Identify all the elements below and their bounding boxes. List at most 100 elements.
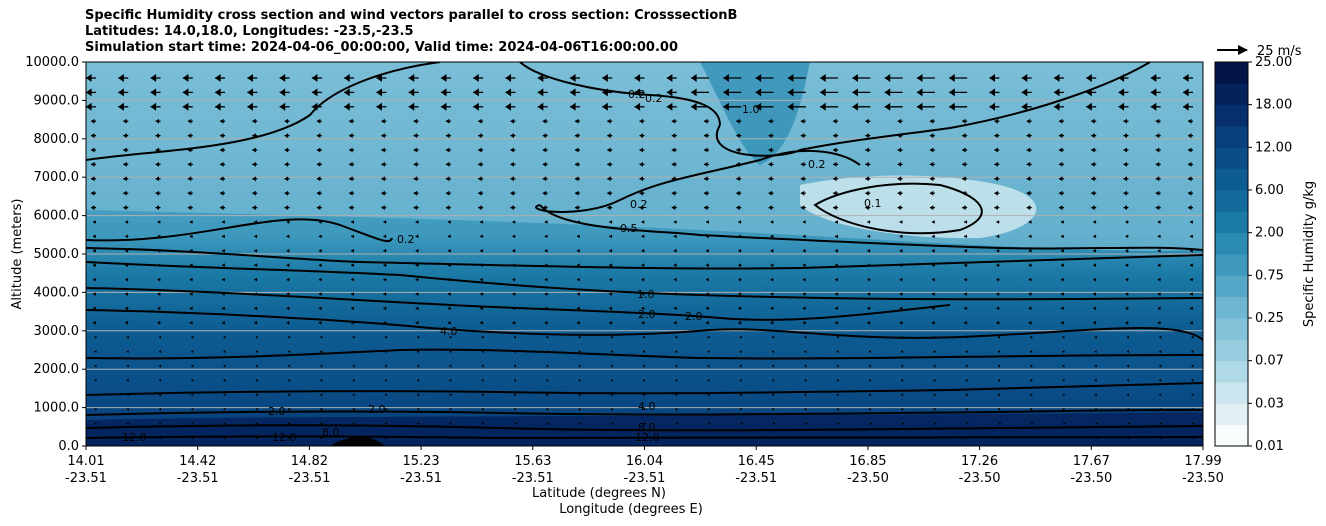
wind-arrow-head xyxy=(867,248,871,253)
wind-arrow-head xyxy=(865,118,869,124)
wind-arrow-head xyxy=(318,306,322,311)
wind-arrow-head xyxy=(576,320,580,325)
wind-arrow-head xyxy=(547,436,550,440)
wind-arrow-head xyxy=(449,407,452,411)
wind-arrow-head xyxy=(94,350,97,354)
wind-arrow-head xyxy=(381,190,385,196)
wind-arrow-head xyxy=(835,234,838,239)
wind-arrow-head xyxy=(1123,176,1127,182)
wind-arrow-head xyxy=(929,161,934,167)
wind-arrow-head xyxy=(255,407,258,411)
wind-arrow-head xyxy=(544,248,548,253)
wind-arrow-head xyxy=(916,74,923,82)
wind-arrow-head xyxy=(352,393,355,397)
wind-arrow-head xyxy=(93,306,96,311)
wind-arrow-head xyxy=(899,234,903,239)
wind-arrow-head xyxy=(320,422,323,426)
wind-arrow-head xyxy=(916,102,923,111)
wind-arrow-head xyxy=(931,320,935,325)
colorbar-segment xyxy=(1215,232,1248,255)
wind-arrow-head xyxy=(607,190,611,196)
wind-arrow-head xyxy=(707,378,710,382)
contour-label: 12.0 xyxy=(122,431,147,444)
wind-arrow-head xyxy=(610,350,613,354)
wind-arrow-head xyxy=(965,364,968,368)
wind-arrow-head xyxy=(1118,88,1125,97)
wind-arrow-head xyxy=(381,118,385,124)
wind-arrow-head xyxy=(481,422,484,426)
wind-arrow-head xyxy=(868,335,871,339)
y-tick-label: 5000.0 xyxy=(34,247,80,262)
wind-arrow-head xyxy=(150,102,157,111)
wind-arrow-head xyxy=(768,147,773,153)
wind-arrow-head xyxy=(222,277,225,282)
wind-arrow-head xyxy=(1160,422,1163,426)
wind-arrow-head xyxy=(157,220,161,224)
wind-arrow-head xyxy=(447,220,451,224)
wind-arrow-head xyxy=(800,161,805,167)
wind-arrow-head xyxy=(288,407,291,411)
contour-line xyxy=(86,435,1203,440)
wind-arrow-head xyxy=(86,74,92,82)
wind-arrow-head xyxy=(770,248,774,253)
wind-arrow-head xyxy=(962,118,966,124)
wind-arrow-head xyxy=(352,364,355,368)
wind-arrow-head xyxy=(1058,118,1063,124)
wind-arrow-head xyxy=(505,74,512,82)
wind-arrow-head xyxy=(964,234,967,239)
wind-arrow-head xyxy=(1093,220,1096,224)
wind-arrow-head xyxy=(989,74,996,82)
wind-arrow-head xyxy=(966,436,969,440)
wind-arrow-head xyxy=(962,161,966,167)
wind-arrow-head xyxy=(189,277,193,282)
wind-arrow-head xyxy=(1183,102,1189,111)
wind-arrow-head xyxy=(376,74,382,82)
wind-arrow-head xyxy=(704,176,708,182)
wind-arrow-head xyxy=(537,102,544,111)
wind-arrow-head xyxy=(641,292,645,296)
wind-arrow-head xyxy=(150,74,157,82)
wind-arrow-head xyxy=(159,407,162,411)
wind-arrow-head xyxy=(320,407,323,411)
wind-arrow-head xyxy=(1188,147,1192,153)
wind-arrow-head xyxy=(1091,118,1095,124)
wind-arrow-head xyxy=(1026,147,1031,153)
wind-arrow-head xyxy=(513,378,516,382)
wind-arrow-head xyxy=(643,364,646,368)
contour-line xyxy=(86,287,951,321)
wind-arrow-head xyxy=(1188,205,1192,211)
x-tick-label-lon: -23.50 xyxy=(1182,471,1224,486)
wind-arrow-head xyxy=(182,88,189,97)
wind-arrow-head xyxy=(1125,263,1129,268)
wind-arrow-head xyxy=(929,133,934,139)
wind-arrow-head xyxy=(901,407,904,411)
wind-arrow-head xyxy=(996,320,1000,325)
wind-arrow-head xyxy=(189,292,193,296)
wind-arrow-head xyxy=(899,306,903,311)
wind-arrow-head xyxy=(1157,248,1161,253)
wind-arrow-head xyxy=(787,102,794,111)
wind-arrow-head xyxy=(607,205,611,211)
contour-label: 4.0 xyxy=(638,400,656,413)
wind-arrow-head xyxy=(220,147,224,153)
wind-arrow-head xyxy=(768,161,773,167)
wind-arrow-head xyxy=(546,335,549,339)
wind-arrow-head xyxy=(770,277,774,282)
wind-arrow-head xyxy=(222,320,225,325)
wind-arrow-head xyxy=(707,393,710,397)
contour-label: 0.2 xyxy=(397,233,415,246)
wind-arrow-head xyxy=(125,277,128,282)
wind-arrow-head xyxy=(123,205,127,211)
wind-arrow-head xyxy=(836,335,839,339)
wind-arrow-head xyxy=(286,306,290,311)
wind-arrow-head xyxy=(91,161,95,167)
wind-arrow-head xyxy=(1060,292,1064,296)
colorbar-segment xyxy=(1215,382,1248,404)
wind-arrow-head xyxy=(510,205,514,211)
wind-arrow-head xyxy=(706,277,709,282)
wind-arrow-head xyxy=(542,118,547,124)
contour-label: 0.5 xyxy=(620,222,638,235)
wind-arrow-head xyxy=(772,378,775,382)
wind-arrow-head xyxy=(933,378,936,382)
wind-arrow-head xyxy=(1026,190,1031,196)
